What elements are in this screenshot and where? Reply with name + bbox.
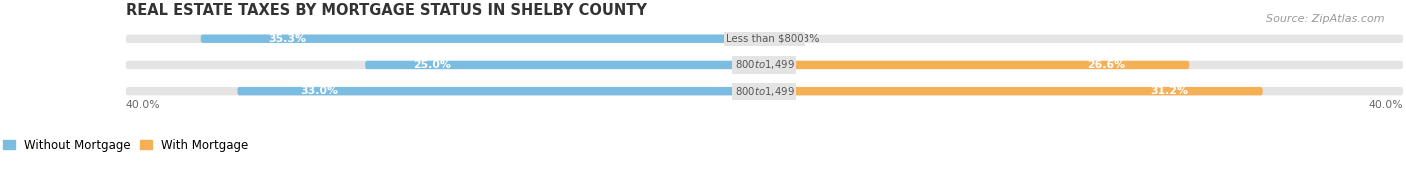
Text: $800 to $1,499: $800 to $1,499 [734, 85, 794, 98]
FancyBboxPatch shape [125, 61, 1403, 69]
Text: 40.0%: 40.0% [125, 100, 160, 110]
FancyBboxPatch shape [125, 34, 1403, 43]
Text: 25.0%: 25.0% [413, 60, 451, 70]
Text: 40.0%: 40.0% [1368, 100, 1403, 110]
Text: 35.3%: 35.3% [269, 34, 307, 44]
FancyBboxPatch shape [765, 61, 1189, 69]
Text: 0.53%: 0.53% [786, 34, 820, 44]
Text: 33.0%: 33.0% [301, 86, 339, 96]
FancyBboxPatch shape [765, 34, 773, 43]
FancyBboxPatch shape [366, 61, 765, 69]
Text: $800 to $1,499: $800 to $1,499 [734, 58, 794, 72]
FancyBboxPatch shape [201, 34, 765, 43]
Legend: Without Mortgage, With Mortgage: Without Mortgage, With Mortgage [3, 139, 249, 152]
Text: 26.6%: 26.6% [1087, 60, 1126, 70]
FancyBboxPatch shape [238, 87, 765, 95]
Text: Source: ZipAtlas.com: Source: ZipAtlas.com [1267, 14, 1385, 24]
FancyBboxPatch shape [765, 87, 1263, 95]
Text: REAL ESTATE TAXES BY MORTGAGE STATUS IN SHELBY COUNTY: REAL ESTATE TAXES BY MORTGAGE STATUS IN … [125, 3, 647, 18]
Text: Less than $800: Less than $800 [725, 34, 803, 44]
FancyBboxPatch shape [125, 87, 1403, 95]
Text: 31.2%: 31.2% [1150, 86, 1188, 96]
